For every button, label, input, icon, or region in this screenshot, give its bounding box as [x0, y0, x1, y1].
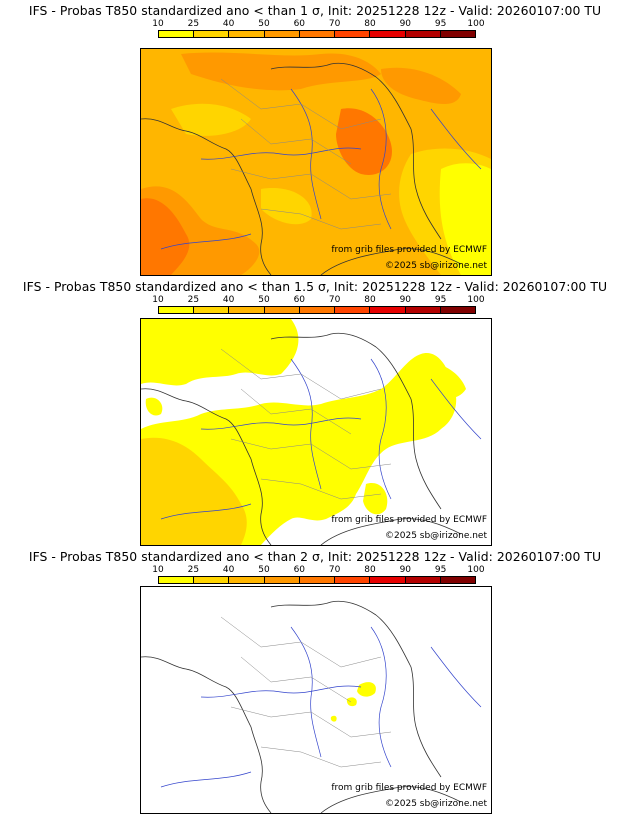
- colorbar-tick: 100: [467, 565, 485, 575]
- map-graphic: [141, 319, 491, 545]
- colorbar-tick: 100: [467, 19, 485, 29]
- copyright: ©2025 sb@irizone.net: [385, 799, 487, 809]
- colorbar-tick: 70: [328, 295, 341, 305]
- colorbar-tick: 10: [152, 19, 164, 29]
- colorbar-swatch: [194, 307, 230, 313]
- colorbar-swatch: [159, 577, 195, 583]
- colorbar-tick: 95: [434, 565, 447, 575]
- colorbar: [158, 306, 476, 314]
- probability-map: from grib files provided by ECMWF ©2025 …: [140, 586, 492, 814]
- colorbar-tick: 80: [364, 565, 376, 575]
- colorbar-tick: 80: [364, 295, 376, 305]
- data-credit: from grib files provided by ECMWF: [331, 783, 487, 793]
- colorbar-tick: 50: [258, 295, 270, 305]
- colorbar-tick: 100: [467, 295, 485, 305]
- colorbar: [158, 30, 476, 38]
- copyright: ©2025 sb@irizone.net: [385, 261, 487, 271]
- colorbar-tick: 90: [399, 295, 412, 305]
- colorbar-tick: 90: [399, 19, 412, 29]
- map-panel-2: IFS - Probas T850 standardized ano < tha…: [0, 276, 630, 546]
- probability-map: from grib files provided by ECMWF ©2025 …: [140, 318, 492, 546]
- colorbar-swatch: [159, 307, 195, 313]
- panel-title: IFS - Probas T850 standardized ano < tha…: [28, 3, 602, 18]
- colorbar-swatch: [370, 31, 406, 37]
- colorbar-tick: 25: [187, 295, 200, 305]
- map-panel-1: IFS - Probas T850 standardized ano < tha…: [0, 0, 630, 276]
- colorbar-swatch: [299, 307, 336, 313]
- panel-title: IFS - Probas T850 standardized ano < tha…: [22, 279, 608, 294]
- colorbar-swatch: [229, 31, 265, 37]
- colorbar-swatch: [335, 577, 371, 583]
- colorbar-tick: 70: [328, 19, 341, 29]
- map-panel-3: IFS - Probas T850 standardized ano < tha…: [0, 546, 630, 828]
- colorbar-swatch: [194, 577, 230, 583]
- colorbar-swatch: [264, 31, 300, 37]
- colorbar-swatch: [159, 31, 195, 37]
- colorbar-tick: 60: [293, 19, 306, 29]
- map-graphic: [141, 49, 491, 275]
- colorbar-swatch: [370, 307, 406, 313]
- colorbar-swatch: [405, 31, 441, 37]
- colorbar-labels: 10 25 40 50 60 70 80 90 95 100: [152, 295, 484, 305]
- colorbar-tick: 60: [293, 565, 306, 575]
- colorbar-swatch: [405, 577, 441, 583]
- colorbar-swatch: [440, 577, 475, 583]
- colorbar-tick: 10: [152, 295, 164, 305]
- colorbar-swatch: [299, 31, 336, 37]
- colorbar-tick: 25: [187, 565, 200, 575]
- colorbar-tick: 70: [328, 565, 341, 575]
- colorbar-tick: 40: [222, 565, 235, 575]
- probability-map: from grib files provided by ECMWF ©2025 …: [140, 48, 492, 276]
- map-graphic: [141, 587, 491, 813]
- colorbar-tick: 40: [222, 19, 235, 29]
- colorbar-tick: 25: [187, 19, 200, 29]
- colorbar-swatch: [440, 31, 475, 37]
- colorbar-swatch: [229, 307, 265, 313]
- colorbar-swatch: [194, 31, 230, 37]
- colorbar-swatch: [335, 307, 371, 313]
- colorbar-tick: 10: [152, 565, 164, 575]
- panel-title: IFS - Probas T850 standardized ano < tha…: [28, 549, 602, 564]
- colorbar-tick: 95: [434, 295, 447, 305]
- colorbar-swatch: [370, 577, 406, 583]
- colorbar-tick: 50: [258, 565, 270, 575]
- colorbar-tick: 40: [222, 295, 235, 305]
- colorbar-swatch: [335, 31, 371, 37]
- colorbar-tick: 50: [258, 19, 270, 29]
- copyright: ©2025 sb@irizone.net: [385, 531, 487, 541]
- colorbar-swatch: [405, 307, 441, 313]
- colorbar-swatch: [229, 577, 265, 583]
- colorbar-tick: 95: [434, 19, 447, 29]
- colorbar-swatch: [264, 307, 300, 313]
- colorbar-tick: 80: [364, 19, 376, 29]
- data-credit: from grib files provided by ECMWF: [331, 515, 487, 525]
- colorbar-tick: 90: [399, 565, 412, 575]
- colorbar-swatch: [440, 307, 475, 313]
- colorbar-swatch: [299, 577, 336, 583]
- colorbar-labels: 10 25 40 50 60 70 80 90 95 100: [152, 19, 484, 29]
- colorbar-tick: 60: [293, 295, 306, 305]
- colorbar: [158, 576, 476, 584]
- colorbar-labels: 10 25 40 50 60 70 80 90 95 100: [152, 565, 484, 575]
- data-credit: from grib files provided by ECMWF: [331, 245, 487, 255]
- colorbar-swatch: [264, 577, 300, 583]
